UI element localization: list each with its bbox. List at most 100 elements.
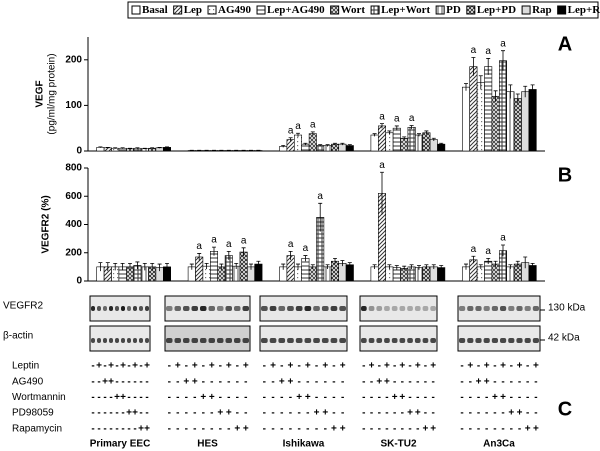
error-bar: [303, 142, 308, 146]
error-bar: [402, 136, 407, 140]
treatment-sign: -: [127, 423, 130, 434]
treatment-sign: +: [120, 361, 126, 372]
bar: [308, 133, 317, 152]
blot-band: [524, 338, 531, 343]
blot-band: [127, 306, 131, 311]
treatment-sign: -: [362, 392, 365, 403]
treatment-sign: -: [297, 376, 300, 387]
treatment-sign: -: [127, 392, 130, 403]
error-bar: [303, 255, 308, 262]
treatment-label: Wortmannin: [12, 392, 66, 403]
bar: [469, 66, 478, 152]
error-bar: [135, 147, 140, 149]
blot-band: [313, 306, 320, 311]
error-bar: [128, 262, 132, 271]
blot-band: [115, 338, 119, 343]
significance-label: a: [226, 239, 232, 250]
treatment-sign: -: [460, 392, 463, 403]
treatment-sign: +: [517, 361, 523, 372]
treatment-sign: +: [369, 361, 375, 372]
treatment-label: PD98059: [12, 408, 54, 419]
blot-band: [191, 306, 198, 311]
treatment-sign: -: [378, 408, 381, 419]
treatment-sign: +: [376, 376, 382, 387]
significance-label: a: [379, 160, 385, 171]
treatment-sign: -: [193, 423, 196, 434]
blot-band: [491, 338, 498, 343]
bar: [370, 134, 379, 152]
treatment-sign: +: [288, 376, 294, 387]
error-bar: [128, 147, 132, 150]
bar: [330, 143, 339, 152]
significance-label: a: [196, 241, 202, 252]
treatment-sign: -: [370, 376, 373, 387]
treatment-sign: -: [401, 423, 404, 434]
blot-band: [97, 306, 101, 311]
blot-band: [121, 306, 125, 311]
blot-band: [321, 306, 329, 311]
treatment-sign: -: [127, 376, 130, 387]
blot-band: [368, 306, 375, 311]
error-bar: [530, 262, 535, 268]
treatment-sign: -: [526, 392, 529, 403]
treatment-sign: +: [209, 392, 215, 403]
blot-band: [208, 338, 215, 343]
y-tick-label: 200: [65, 54, 82, 65]
blot-band: [483, 338, 490, 343]
treatment-sign: +: [120, 392, 126, 403]
treatment-sign: -: [469, 408, 472, 419]
treatment-sign: -: [469, 423, 472, 434]
bar: [521, 91, 530, 152]
treatment-sign: -: [103, 392, 106, 403]
blot-band: [391, 306, 398, 311]
error-bar: [150, 147, 155, 149]
treatment-sign: -: [378, 361, 381, 372]
blot-band: [91, 306, 95, 311]
treatment-sign: -: [115, 423, 118, 434]
treatment-sign: +: [96, 361, 102, 372]
error-bar: [409, 264, 414, 269]
treatment-sign: +: [533, 361, 539, 372]
blot-band: [269, 338, 277, 343]
treatment-sign: +: [467, 361, 473, 372]
treatment-sign: -: [306, 376, 309, 387]
treatment-sign: -: [145, 392, 148, 403]
treatment-sign: +: [508, 408, 514, 419]
blot-band: [475, 306, 482, 311]
blot-band: [508, 306, 515, 311]
blot-band: [109, 338, 113, 343]
treatment-sign: +: [340, 361, 346, 372]
blot-band: [376, 338, 383, 343]
treatment-sign: -: [271, 423, 274, 434]
legend-box: [127, 1, 599, 19]
error-bar: [417, 265, 421, 270]
treatment-sign: -: [168, 423, 171, 434]
blot-band: [278, 306, 286, 311]
treatment-sign: -: [145, 408, 148, 419]
treatment-sign: -: [370, 423, 373, 434]
blot-band: [384, 338, 390, 343]
treatment-sign: -: [460, 376, 463, 387]
treatment-sign: -: [385, 392, 388, 403]
error-bar: [281, 145, 286, 148]
error-bar: [464, 263, 468, 270]
treatment-sign: -: [210, 376, 213, 387]
treatment-sign: -: [493, 408, 496, 419]
error-bar: [296, 132, 300, 137]
treatment-sign: -: [324, 392, 327, 403]
treatment-sign: -: [297, 361, 300, 372]
blot-band: [139, 306, 143, 311]
treatment-sign: -: [526, 376, 529, 387]
blot-band: [217, 338, 224, 343]
y-axis-label: VEGF: [35, 80, 46, 107]
error-bar: [318, 144, 323, 147]
treatment-sign: -: [263, 361, 266, 372]
significance-label: a: [310, 119, 316, 130]
treatment-sign: -: [485, 392, 488, 403]
error-bar: [234, 262, 239, 269]
error-bar: [340, 260, 345, 267]
treatment-sign: -: [526, 408, 529, 419]
blot-band: [103, 338, 107, 343]
treatment-sign: -: [176, 408, 179, 419]
treatment-sign: -: [378, 423, 381, 434]
